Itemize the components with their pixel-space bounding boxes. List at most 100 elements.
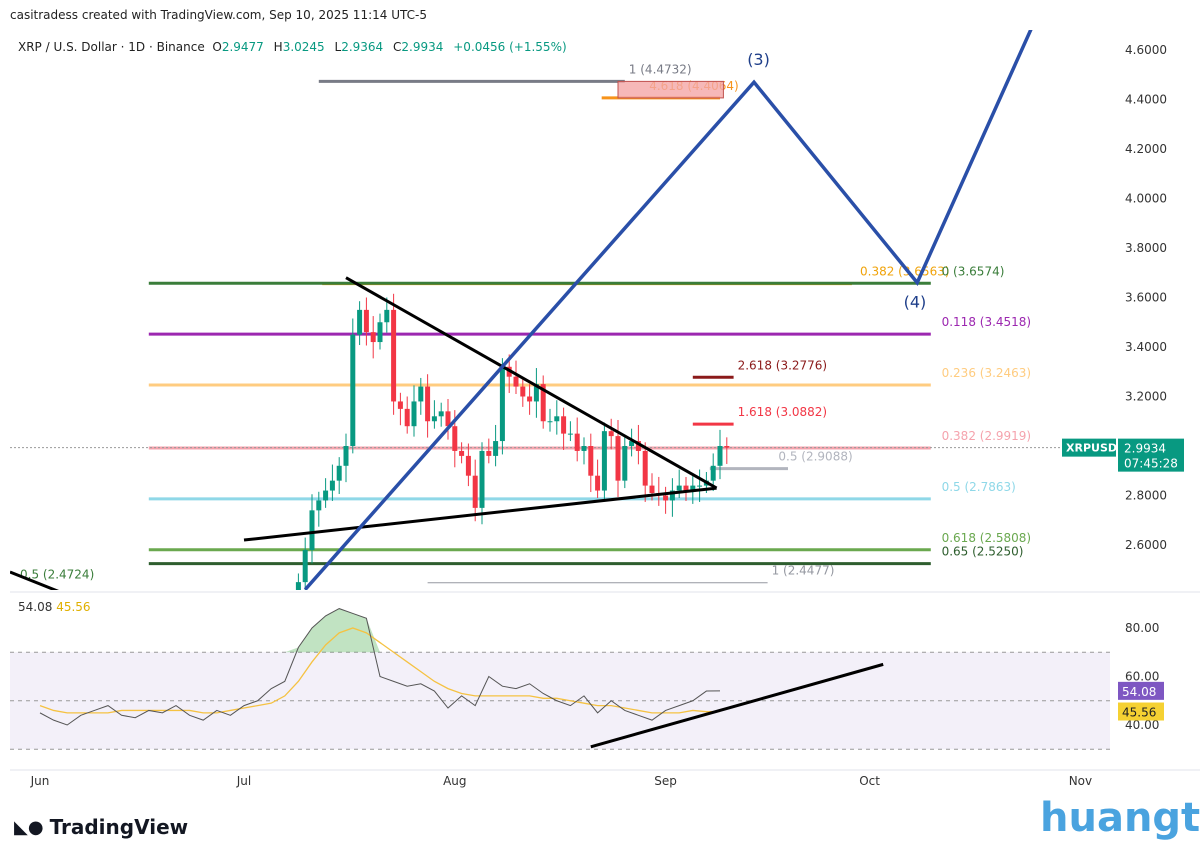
candle-body bbox=[622, 446, 628, 481]
symbol-tag bbox=[1062, 438, 1116, 457]
rsi-value-tag-text: 54.08 bbox=[1122, 685, 1156, 699]
fib-level-label: 0.382 (2.9919) bbox=[942, 429, 1032, 443]
fib-level-label: 0 (3.6574) bbox=[942, 264, 1005, 278]
price-tag bbox=[1118, 438, 1184, 472]
candle-body bbox=[663, 495, 669, 501]
candle-body bbox=[295, 582, 301, 590]
fib-level-label: 1 (4.4732) bbox=[629, 62, 692, 76]
candle-body bbox=[370, 332, 376, 343]
price-tick-label: 3.8000 bbox=[1125, 241, 1167, 255]
high-label: H bbox=[273, 40, 283, 54]
rsi-line bbox=[39, 608, 721, 726]
fib-level-label: 1.618 (3.0882) bbox=[738, 405, 828, 419]
candle-body bbox=[425, 386, 431, 422]
symbol-title[interactable]: XRP / U.S. Dollar · 1D · Binance bbox=[18, 40, 205, 54]
target-box bbox=[617, 80, 724, 99]
fib-level-label: 2.618 (3.2776) bbox=[738, 358, 828, 372]
candle-body bbox=[404, 408, 410, 427]
candle-body bbox=[676, 485, 682, 491]
time-tick-label: Nov bbox=[1069, 774, 1092, 788]
candle-body bbox=[724, 446, 730, 448]
candle-body bbox=[629, 441, 635, 446]
price-tick-label: 3.2000 bbox=[1125, 390, 1167, 404]
candle-body bbox=[384, 309, 390, 323]
candle-body bbox=[513, 376, 519, 387]
rsi-band bbox=[10, 652, 1110, 750]
rsi-overbought-fill bbox=[40, 608, 720, 653]
price-tick-label: 2.8000 bbox=[1125, 489, 1167, 503]
candle-body bbox=[350, 334, 356, 446]
rsi-trendline bbox=[590, 662, 884, 749]
fib-level-label: 0.236 (3.2463) bbox=[942, 366, 1032, 380]
candle-body bbox=[465, 455, 471, 476]
rsi-tick-label: 60.00 bbox=[1125, 670, 1159, 684]
candle-body bbox=[309, 510, 315, 550]
price-tick-label: 4.2000 bbox=[1125, 142, 1167, 156]
candle-body bbox=[377, 322, 383, 343]
credit-line: casitradess created with TradingView.com… bbox=[10, 8, 427, 22]
price-tick-label: 2.6000 bbox=[1125, 538, 1167, 552]
candle-body bbox=[690, 485, 696, 491]
rsi-legend-value: 54.08 bbox=[18, 600, 53, 614]
price-tick-label: 4.6000 bbox=[1125, 43, 1167, 57]
candle-body bbox=[642, 450, 648, 486]
price-tick-label: 3.6000 bbox=[1125, 291, 1167, 305]
triangle-trendline bbox=[243, 486, 717, 542]
rsi-tick-label: 40.00 bbox=[1125, 718, 1159, 732]
logo-text: TradingView bbox=[49, 815, 189, 839]
watermark: huangt.cn bbox=[1040, 795, 1200, 841]
candle-body bbox=[717, 446, 723, 466]
candle-body bbox=[581, 446, 587, 451]
candle-body bbox=[329, 480, 335, 491]
close-label: C bbox=[393, 40, 402, 54]
candle-body bbox=[554, 416, 560, 422]
candle-body bbox=[323, 490, 329, 501]
candle-body bbox=[588, 446, 594, 476]
price-tick-label: 4.0000 bbox=[1125, 192, 1167, 206]
main-pane: 1 (4.4732)4.618 (4.4064)0.382 (3.6563)0 … bbox=[10, 30, 1110, 590]
candle-body bbox=[520, 386, 526, 397]
candle-body bbox=[635, 441, 641, 451]
candle-body bbox=[540, 384, 546, 422]
candle-body bbox=[683, 485, 689, 491]
candle-body bbox=[418, 386, 424, 402]
candle-body bbox=[527, 396, 533, 402]
candle-body bbox=[397, 401, 403, 409]
open-value: 2.9477 bbox=[221, 40, 264, 54]
candle-body bbox=[445, 411, 451, 427]
candle-body bbox=[411, 401, 417, 427]
candle-body bbox=[452, 426, 458, 451]
fib-level-label: 0.118 (3.4518) bbox=[942, 315, 1032, 329]
price-tick-label: 4.4000 bbox=[1125, 93, 1167, 107]
wave-label: (3) bbox=[747, 50, 770, 69]
candle-body bbox=[431, 416, 437, 422]
candle-body bbox=[608, 431, 614, 437]
candle-body bbox=[669, 490, 675, 501]
candle-body bbox=[459, 450, 465, 456]
candle-body bbox=[391, 309, 397, 402]
fib-level-label: 0.5 (2.9088) bbox=[778, 450, 852, 464]
candle-body bbox=[336, 465, 342, 481]
fib-level-label: 0.382 (3.6563) bbox=[860, 265, 950, 279]
wave-label: (4) bbox=[904, 292, 927, 311]
candle-body bbox=[363, 309, 369, 333]
candle-body bbox=[561, 416, 567, 434]
time-tick-label: Jun bbox=[30, 774, 50, 788]
rsi-ma-line bbox=[39, 627, 721, 714]
candle-body bbox=[499, 366, 505, 442]
symbol-tag-text: XRPUSD bbox=[1066, 442, 1117, 455]
symbol-legend: XRP / U.S. Dollar · 1D · Binance O2.9477… bbox=[18, 40, 573, 54]
price-tag-value: 2.9934 bbox=[1124, 442, 1166, 456]
change-value: +0.0456 (+1.55%) bbox=[453, 40, 567, 54]
high-value: 3.0245 bbox=[282, 40, 325, 54]
candle-body bbox=[316, 500, 322, 511]
fib-level-label: 0.5 (2.7863) bbox=[942, 480, 1016, 494]
candle-body bbox=[438, 411, 444, 417]
candle-body bbox=[615, 436, 621, 481]
candle-body bbox=[601, 431, 607, 491]
candle-body bbox=[486, 450, 492, 456]
candle-body bbox=[479, 450, 485, 508]
rsi-tick-label: 80.00 bbox=[1125, 621, 1159, 635]
